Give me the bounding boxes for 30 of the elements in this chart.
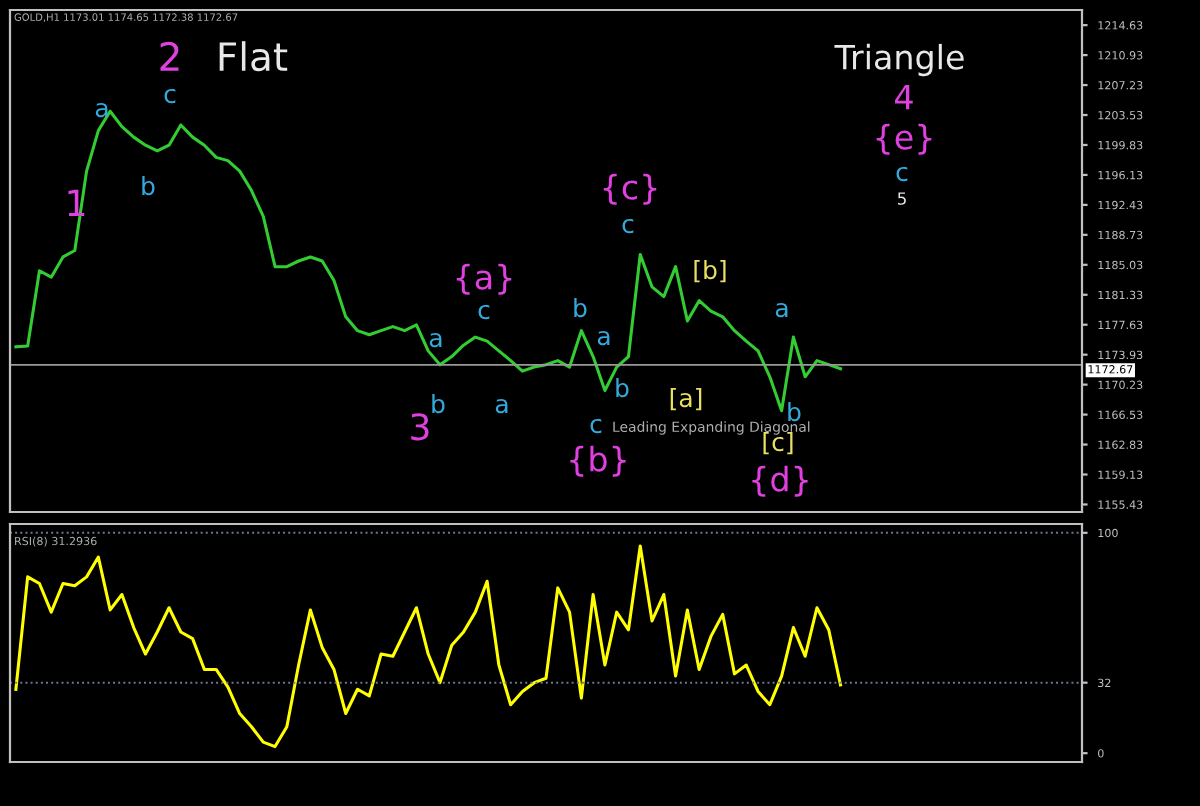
annotation: a: [597, 330, 610, 346]
annotation: a: [95, 102, 108, 118]
annotation: b: [142, 175, 155, 196]
annotation: c: [622, 218, 634, 234]
annotation: {a}: [456, 263, 512, 295]
annotation: a: [495, 398, 508, 414]
annotation: {b}: [570, 445, 626, 477]
annotation: b: [574, 297, 587, 318]
line-series: [14, 544, 843, 749]
annotation: a: [775, 302, 788, 318]
annotation: 4: [895, 84, 913, 110]
annotation: b: [788, 401, 801, 422]
annotation: {c}: [603, 173, 657, 205]
annotation: c: [478, 304, 490, 320]
annotation: Triangle: [834, 43, 964, 77]
annotation: {d}: [752, 465, 808, 497]
annotation: [c]: [763, 431, 793, 455]
annotation: c: [164, 88, 176, 104]
annotation: {e}: [876, 123, 932, 155]
annotation: 2: [160, 41, 179, 71]
annotation: 3: [411, 413, 429, 441]
annotation: Flat: [219, 41, 288, 72]
annotation: c: [590, 418, 602, 434]
annotation: 5: [897, 192, 906, 205]
annotation: [b]: [694, 259, 726, 283]
annotation: [a]: [670, 387, 702, 411]
annotation: b: [432, 393, 445, 414]
annotation: c: [896, 166, 908, 182]
annotation: a: [429, 332, 442, 348]
annotation: b: [616, 377, 629, 398]
